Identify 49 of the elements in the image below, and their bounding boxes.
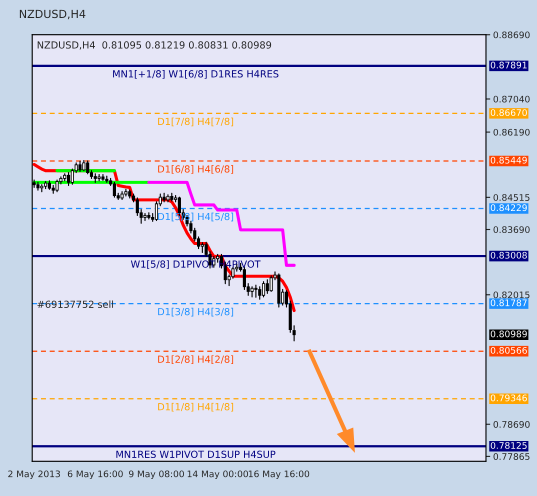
ref-line-label: 0.86670: [490, 109, 527, 116]
annotation: MN1[+1/8] W1[6/8] D1RES H4RES: [113, 70, 278, 79]
candlestick: [105, 176, 108, 183]
candlestick: [231, 266, 235, 279]
ref-line-label: 0.81787: [490, 299, 527, 306]
x-tick-label: 9 May 08:00: [128, 470, 184, 480]
candlestick: [78, 160, 82, 172]
candlestick: [266, 279, 269, 294]
y-tick-label: 0.78690: [494, 421, 530, 428]
candlestick: [40, 184, 44, 192]
candlestick: [66, 172, 70, 186]
text: NZDUSD,H4 0.81095 0.81219 0.80831 0.80989: [38, 41, 272, 50]
ref-line-label: 0.80566: [490, 346, 527, 354]
annotation: #69137752 sell: [38, 300, 114, 308]
y-tick-label: 0.87040: [494, 96, 530, 103]
x-tick-label: 2 May 2013: [8, 470, 60, 480]
x-tick-label: 6 May 16:00: [68, 470, 123, 480]
annotation: D1[6/8] H4[6/8]: [158, 165, 234, 174]
candlestick: [258, 286, 262, 300]
y-tick-label: 0.86190: [494, 128, 530, 136]
candlestick: [270, 275, 273, 292]
ref-line-label: 0.85449: [490, 156, 527, 164]
annotation: D1[2/8] H4[2/8]: [158, 355, 234, 364]
y-tick-label: 0.83690: [494, 226, 530, 234]
annotation: D1[7/8] H4[7/8]: [158, 118, 234, 126]
candlestick: [52, 184, 55, 194]
ref-line-label: 0.84229: [490, 204, 527, 212]
y-tick-label: 0.84515: [494, 194, 530, 201]
ref-line-label: 0.78125: [490, 442, 527, 449]
x-tick-label: 16 May 16:00: [248, 470, 310, 480]
annotation: D1[3/8] H4[3/8]: [158, 308, 234, 316]
candlestick: [56, 179, 59, 192]
candlestick: [254, 284, 258, 298]
candlestick: [250, 286, 254, 298]
ref-line-label: 0.87891: [490, 62, 527, 68]
annotation: D1[1/8] H4[1/8]: [158, 402, 234, 412]
y-tick-label: 0.88690: [494, 31, 530, 38]
chart-title: NZDUSD,H4: [20, 10, 86, 20]
y-tick-label: 0.77865: [494, 453, 530, 460]
x-tick-label: 14 May 00:00: [188, 470, 248, 480]
annotation: MN1RES W1PIVOT D1SUP H4SUP: [116, 450, 276, 458]
text: 0.80989: [490, 330, 527, 338]
y-tick-label: 0.82015: [494, 291, 530, 298]
ref-line-label: 0.79346: [490, 394, 527, 402]
candlestick: [86, 160, 90, 174]
candlestick: [262, 281, 266, 298]
ref-line-label: 0.83008: [490, 252, 527, 259]
candlestick: [112, 182, 116, 198]
candlestick: [82, 160, 86, 172]
